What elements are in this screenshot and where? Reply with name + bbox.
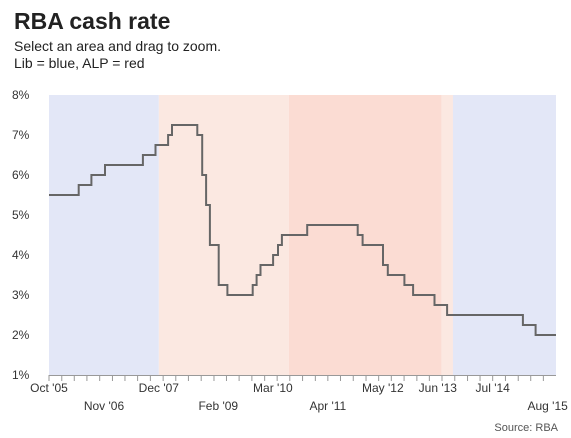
y-tick-label: 2% — [12, 328, 30, 342]
y-tick-label: 8% — [12, 88, 30, 102]
x-tick-label: Jul '14 — [476, 381, 511, 395]
x-tick-label: Jun '13 — [419, 381, 458, 395]
x-axis: Oct '05 Dec '07 Mar '10 May '12 Jun '13 Jul '… — [30, 375, 568, 413]
x-tick-label: Mar '10 — [253, 381, 293, 395]
y-tick-label: 3% — [12, 288, 30, 302]
y-tick-label: 5% — [12, 208, 30, 222]
x-tick-label: Oct '05 — [30, 381, 68, 395]
chart-title: RBA cash rate — [14, 8, 171, 34]
cash-rate-series — [49, 124, 556, 336]
x-tick-label: May '12 — [362, 381, 404, 395]
chart-subtitle: Select an area and drag to zoom. Lib = b… — [14, 38, 221, 72]
y-axis-labels: 1% 2% 3% 4% 5% 6% 7% 8% — [12, 88, 30, 382]
party-bands — [49, 95, 556, 375]
band-alp-2 — [288, 95, 442, 375]
source-note: Source: RBA — [494, 422, 558, 434]
x-tick-label: Nov '06 — [84, 399, 125, 413]
x-tick-label: Apr '11 — [309, 399, 346, 413]
x-tick-label: Dec '07 — [139, 381, 180, 395]
band-alp-1 — [158, 95, 289, 375]
x-tick-label: Aug '15 — [528, 399, 569, 413]
y-tick-label: 7% — [12, 128, 30, 142]
series-line-0 — [49, 124, 556, 336]
band-lib-0 — [49, 95, 159, 375]
y-tick-label: 1% — [12, 368, 30, 382]
x-tick-label: Feb '09 — [198, 399, 238, 413]
y-tick-label: 6% — [12, 168, 30, 182]
subtitle-line-zoom: Select an area and drag to zoom. — [14, 38, 222, 54]
band-lib-4 — [452, 95, 556, 375]
band-alp-3 — [441, 95, 453, 375]
subtitle-line-legend: Lib = blue, ALP = red — [14, 55, 145, 71]
y-tick-label: 4% — [12, 248, 30, 262]
